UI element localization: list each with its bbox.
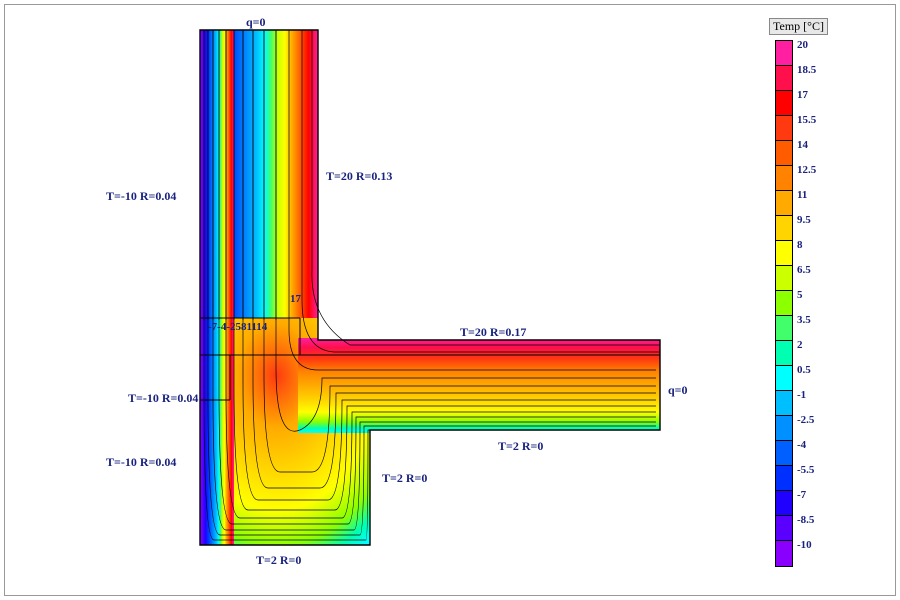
legend-label: 14: [797, 139, 808, 151]
legend-label: -5.5: [797, 464, 814, 476]
label-ground-bot: T=2 R=0: [256, 553, 301, 567]
legend-swatch: [775, 290, 793, 316]
legend-swatch: [775, 515, 793, 541]
legend-label: 11: [797, 189, 807, 201]
label-slab-top: T=20 R=0.17: [460, 325, 526, 339]
legend-swatch: [775, 465, 793, 491]
legend-swatch: [775, 165, 793, 191]
legend-swatch: [775, 215, 793, 241]
legend-swatch: [775, 415, 793, 441]
legend-swatch: [775, 140, 793, 166]
label-ground-r1: T=2 R=0: [382, 471, 427, 485]
legend-label: 12.5: [797, 164, 816, 176]
legend-label: 2: [797, 339, 803, 351]
legend-label: -10: [797, 539, 812, 551]
legend-swatch: [775, 265, 793, 291]
label-q-right: q=0: [668, 383, 688, 397]
legend-label: 8: [797, 239, 803, 251]
legend-swatch: [775, 65, 793, 91]
legend-label: 18.5: [797, 64, 816, 76]
legend-swatch: [775, 340, 793, 366]
legend-label: 0.5: [797, 364, 811, 376]
legend-swatch: [775, 540, 793, 567]
thermal-plot: q=0 q=0 T=20 R=0.13 T=20 R=0.17 T=-10 R=…: [0, 0, 900, 600]
legend-label: 6.5: [797, 264, 811, 276]
legend-swatch: [775, 365, 793, 391]
legend-label: 9.5: [797, 214, 811, 226]
legend-label: 17: [797, 89, 808, 101]
legend-swatch: [775, 240, 793, 266]
legend-swatch: [775, 190, 793, 216]
label-ext-lower: T=-10 R=0.04: [106, 455, 176, 469]
legend-label: 20: [797, 39, 808, 51]
legend-swatch: [775, 390, 793, 416]
legend-swatch: [775, 315, 793, 341]
legend-swatch: [775, 440, 793, 466]
legend-label: -8.5: [797, 514, 814, 526]
legend-label: -7: [797, 489, 806, 501]
legend-swatch: [775, 490, 793, 516]
legend-swatch: [775, 115, 793, 141]
legend-label: -4: [797, 439, 806, 451]
label-ground-r2: T=2 R=0: [498, 439, 543, 453]
label-ext-mid: T=-10 R=0.04: [128, 391, 198, 405]
legend-label: 15.5: [797, 114, 816, 126]
legend-swatch: [775, 40, 793, 66]
legend-label: -2.5: [797, 414, 814, 426]
legend-label: -1: [797, 389, 806, 401]
legend-swatch: [775, 90, 793, 116]
legend-title: Temp [°C]: [769, 18, 828, 35]
label-ext-upper: T=-10 R=0.04: [106, 189, 176, 203]
label-q-top: q=0: [246, 15, 266, 29]
label-top-right: T=20 R=0.13: [326, 169, 392, 183]
legend-label: 5: [797, 289, 803, 301]
iso-17: 17: [290, 293, 302, 305]
legend-label: 3.5: [797, 314, 811, 326]
iso-cluster: -7-4-2581114: [208, 321, 268, 333]
